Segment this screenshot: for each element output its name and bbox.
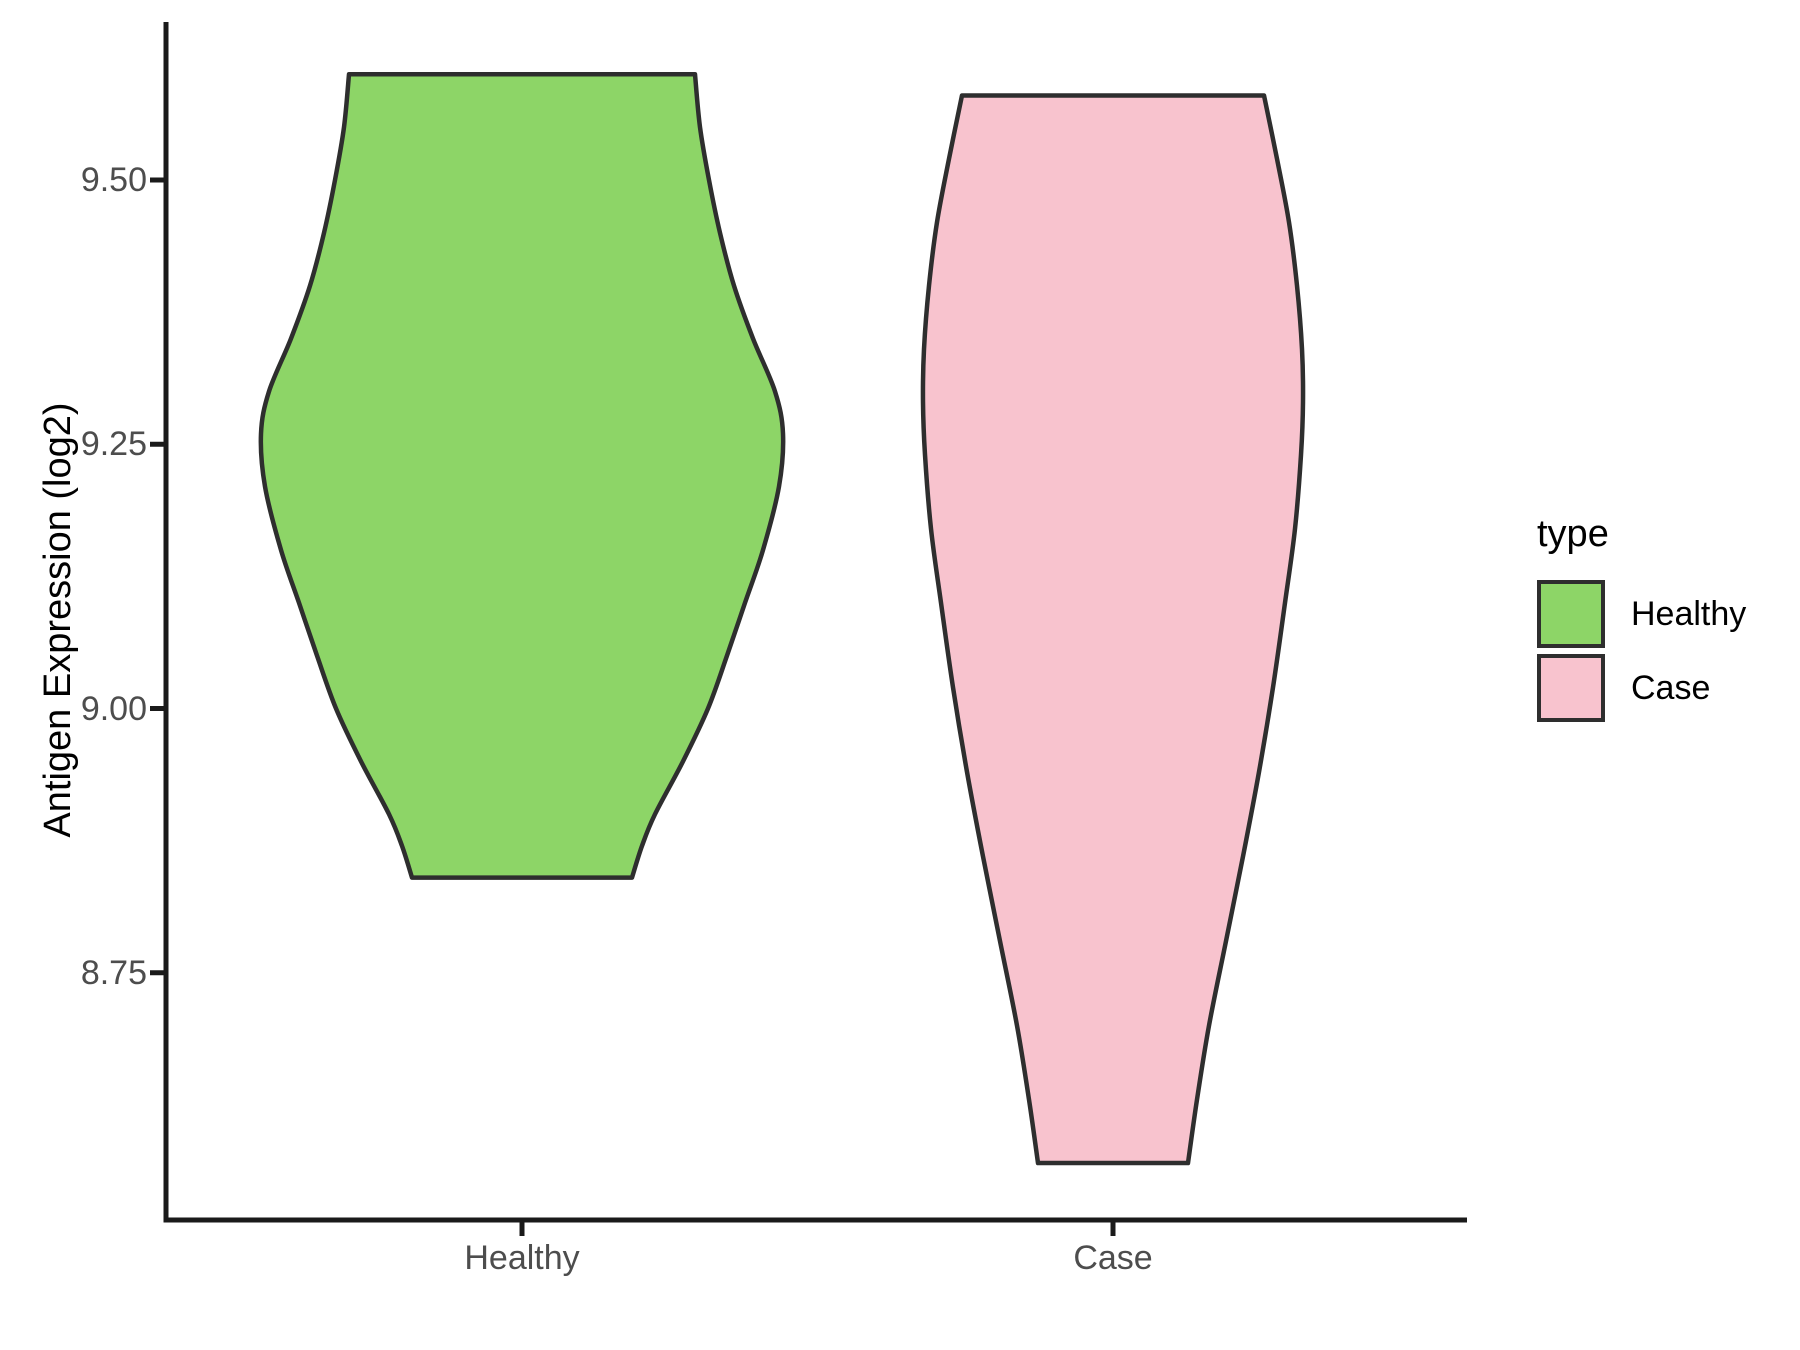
legend-key-healthy-swatch bbox=[1537, 580, 1605, 648]
legend-entry-case: Case bbox=[1537, 654, 1797, 722]
legend: type Healthy Case bbox=[1537, 508, 1797, 728]
x-category-label-case: Case bbox=[1073, 1239, 1153, 1277]
y-tick-label: 9.00 bbox=[80, 689, 147, 728]
legend-title: type bbox=[1537, 513, 1609, 555]
violin-case bbox=[920, 93, 1306, 1166]
legend-key-case-swatch bbox=[1537, 654, 1605, 722]
legend-entry-healthy: Healthy bbox=[1537, 580, 1797, 648]
legend-label-healthy: Healthy bbox=[1631, 594, 1747, 633]
y-tick-label: 9.50 bbox=[80, 161, 147, 199]
legend-label-case: Case bbox=[1631, 668, 1711, 707]
y-axis-title: Antigen Expression (log2) bbox=[37, 402, 79, 838]
y-tick-label: 9.25 bbox=[80, 425, 147, 464]
x-category-label-healthy: Healthy bbox=[464, 1239, 580, 1277]
violin-healthy bbox=[258, 72, 786, 880]
y-tick-label: 8.75 bbox=[80, 953, 147, 992]
